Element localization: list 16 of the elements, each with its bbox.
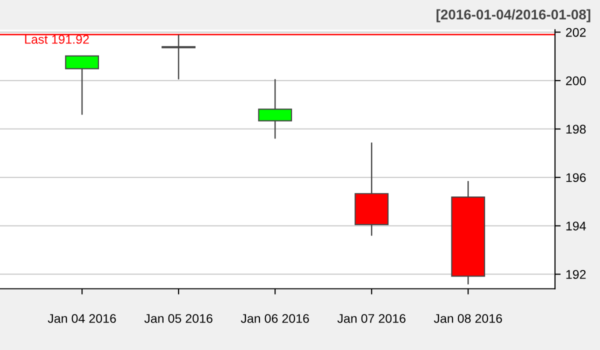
- x-tick-label: Jan 05 2016: [144, 314, 212, 323]
- y-tick-label: 192: [566, 270, 586, 279]
- x-tick-label: Jan 04 2016: [48, 314, 116, 323]
- x-tick-label: Jan 07 2016: [337, 314, 406, 323]
- x-tick-label: Jan 06 2016: [240, 314, 309, 323]
- chart-subtitle: [2016-01-04/2016-01-08]: [436, 9, 590, 22]
- y-tick-label: 196: [566, 173, 586, 182]
- y-tick-label: 194: [566, 222, 586, 230]
- x-tick-label: Jan 08 2016: [434, 314, 502, 323]
- candlestick: [451, 180, 486, 286]
- ref-line-label: Last 191.92: [25, 34, 89, 44]
- y-tick-label: 202: [566, 28, 586, 37]
- y-tick-label: 198: [566, 124, 586, 134]
- candlestick: [258, 78, 292, 140]
- candlestick: [354, 142, 389, 236]
- y-tick-label: 200: [566, 76, 586, 86]
